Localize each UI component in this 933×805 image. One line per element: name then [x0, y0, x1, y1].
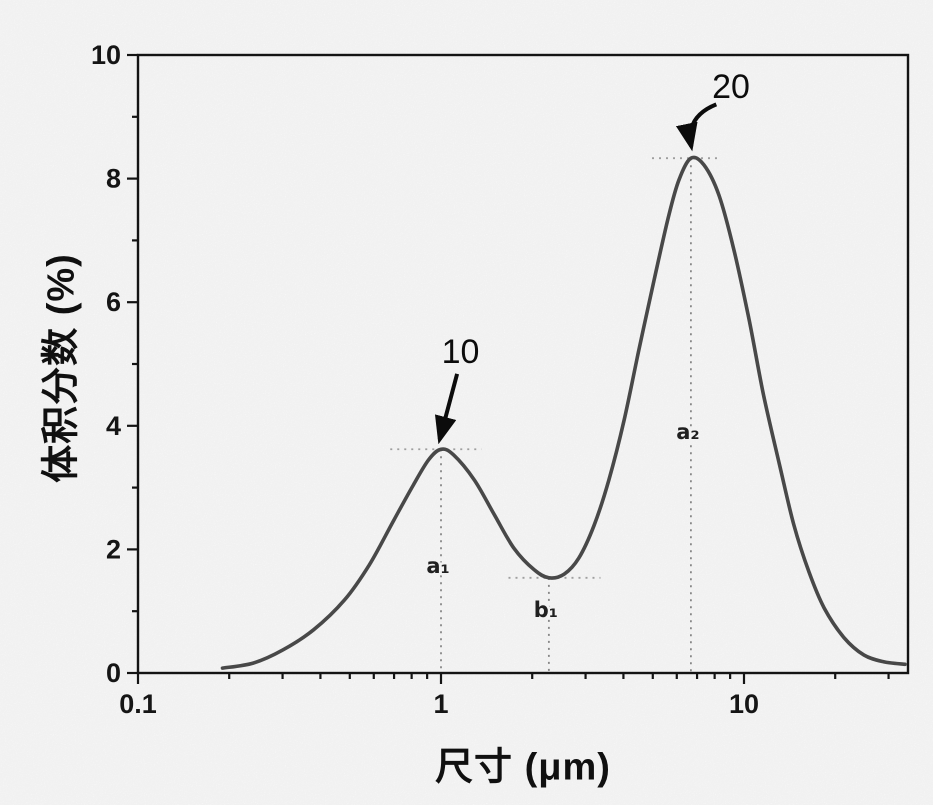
y-tick-label: 0: [106, 658, 121, 688]
distribution-curve: [220, 155, 907, 670]
x-tick-label: 10: [729, 689, 759, 719]
peak-2-arrow: [675, 102, 718, 152]
peak-1-position-label: a₁: [426, 554, 449, 578]
y-tick-label: 4: [106, 411, 121, 441]
axis-ticks: [127, 53, 890, 684]
x-tick-label: 1: [433, 689, 448, 719]
plot-border: [136, 53, 910, 675]
y-tick-label: 6: [106, 287, 121, 317]
x-axis-title: 尺寸 (μm): [435, 746, 611, 789]
y-tick-label: 8: [106, 164, 121, 194]
peak-1-arrow: [434, 373, 460, 445]
y-axis-title: 体积分数 (%): [40, 253, 83, 483]
peak-1-callout-label: 10: [442, 333, 480, 371]
peak-2-callout-label: 20: [712, 68, 750, 106]
axis-tick-labels: 0.1 1 10 0 2 4 6 8 10: [91, 40, 759, 719]
valley-position-label: b₁: [534, 598, 558, 622]
distribution-curve-path: [220, 155, 907, 670]
peak-2-position-label: a₂: [676, 420, 699, 444]
y-tick-label: 10: [91, 40, 121, 70]
guide-lines: [390, 157, 722, 672]
plot-frame: [136, 53, 910, 675]
x-tick-label: 0.1: [119, 689, 157, 719]
y-tick-label: 2: [106, 534, 121, 564]
